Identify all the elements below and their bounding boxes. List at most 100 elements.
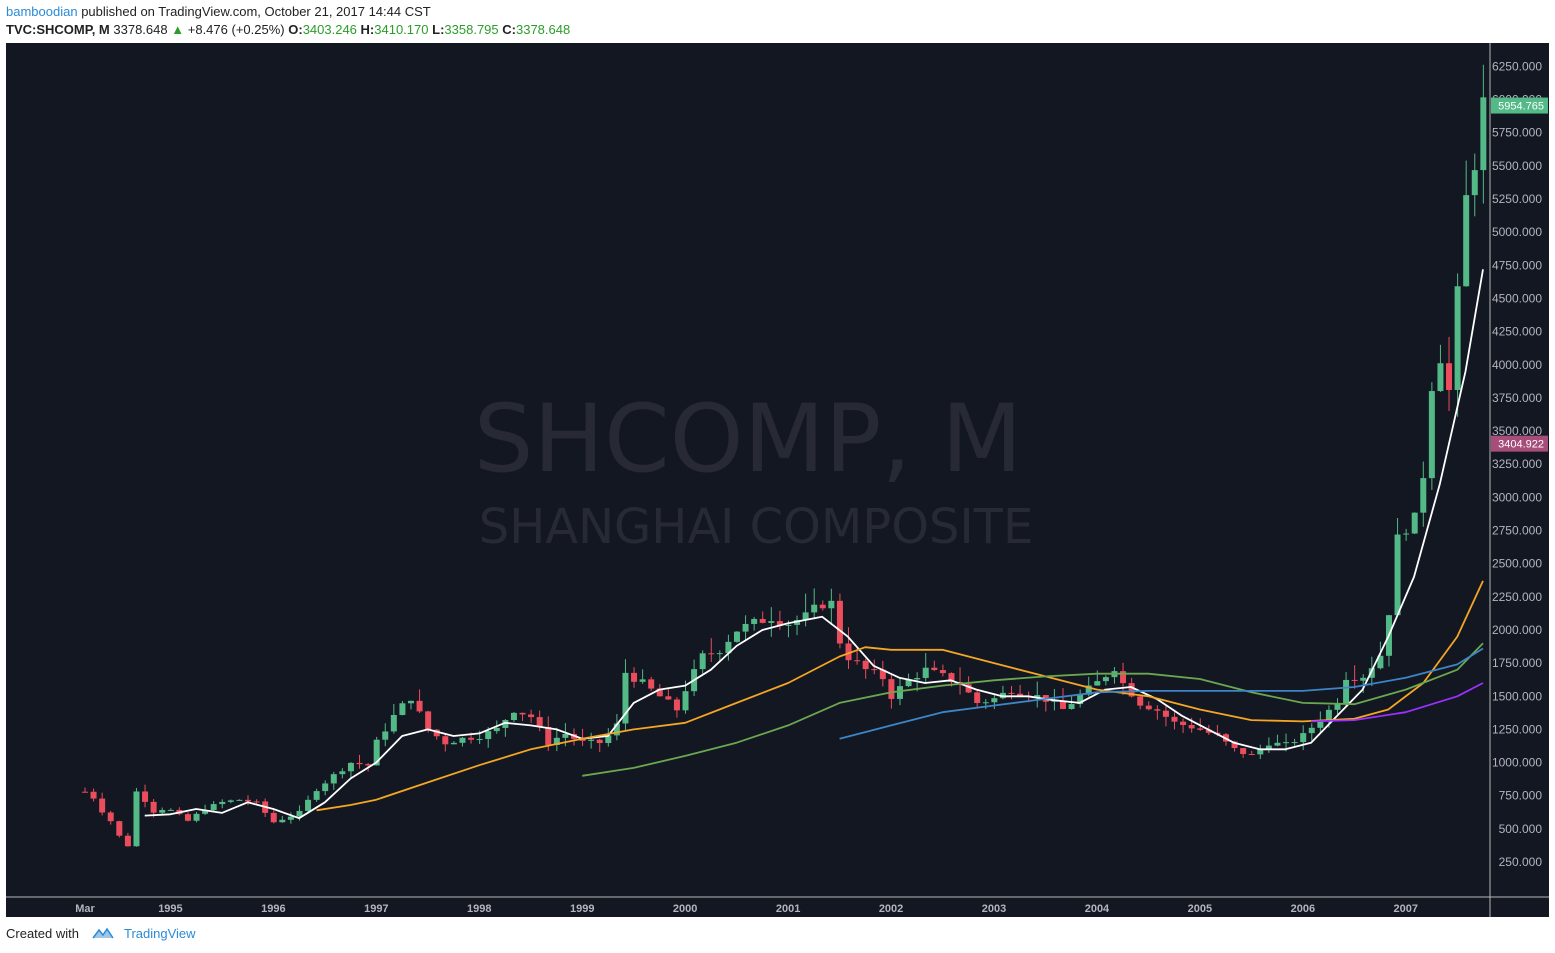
candle-body xyxy=(1274,742,1281,746)
candle-body xyxy=(287,816,294,820)
candle-body xyxy=(845,643,852,661)
candle-body xyxy=(519,712,526,715)
candle-body xyxy=(862,660,869,670)
candle-body xyxy=(922,667,929,678)
candle xyxy=(1300,725,1307,751)
candle-body xyxy=(244,799,251,802)
candle xyxy=(227,799,234,804)
y-tick-label: 4500.000 xyxy=(1492,291,1542,305)
candle xyxy=(862,658,869,679)
candle xyxy=(1034,681,1041,708)
candle-body xyxy=(819,604,826,609)
candle-body xyxy=(1343,679,1350,705)
candle-body xyxy=(562,734,569,738)
candle xyxy=(407,700,414,710)
candle-body xyxy=(193,813,200,821)
moving-average-line-3 xyxy=(839,647,1484,740)
candle-body xyxy=(124,835,131,847)
ohlc-line: TVC:SHCOMP, M 3378.648 ▲ +8.476 (+0.25%)… xyxy=(6,22,570,37)
candle-body xyxy=(785,624,792,626)
price-tag-bg xyxy=(1491,435,1548,452)
candle-body xyxy=(1420,478,1427,513)
candle xyxy=(1077,689,1084,708)
x-tick-label: 1998 xyxy=(467,903,491,915)
candle xyxy=(588,732,595,749)
candle-body xyxy=(347,762,354,772)
candle-body xyxy=(1240,748,1247,755)
x-tick-label: 1997 xyxy=(364,903,388,915)
y-tick-label: 4750.000 xyxy=(1492,258,1542,272)
price-change: +8.476 (+0.25%) xyxy=(187,22,285,37)
y-tick-label: 2250.000 xyxy=(1492,590,1542,604)
candle xyxy=(888,673,895,709)
candle-body xyxy=(1334,704,1341,710)
candle xyxy=(528,709,535,723)
candle xyxy=(519,712,526,721)
candle-body xyxy=(948,673,955,682)
candle-body xyxy=(1154,709,1161,711)
chart-area[interactable]: SHCOMP, M SHANGHAI COMPOSITE 250.000 500.… xyxy=(6,43,1549,917)
candle xyxy=(596,738,603,752)
tradingview-link[interactable]: TradingView xyxy=(124,926,196,941)
candle-body xyxy=(373,739,380,766)
candle-body xyxy=(1197,728,1204,730)
candle-body xyxy=(1411,512,1418,534)
candle xyxy=(1308,723,1315,741)
candle xyxy=(442,732,449,752)
candle-body xyxy=(133,791,140,847)
x-tick-label: 2007 xyxy=(1394,903,1418,915)
candle-body xyxy=(768,621,775,623)
candle xyxy=(373,736,380,766)
candle-body xyxy=(742,623,749,632)
candle xyxy=(1334,698,1341,715)
x-tick-label: 2004 xyxy=(1085,903,1110,915)
candle-body xyxy=(390,714,397,732)
candle-body xyxy=(1454,286,1461,390)
candle xyxy=(819,600,826,611)
candle xyxy=(776,610,783,630)
candle xyxy=(1463,160,1470,287)
candle xyxy=(99,792,106,816)
candle-body xyxy=(965,684,972,693)
candle-body xyxy=(1068,704,1075,709)
y-tick-label: 3500.000 xyxy=(1492,424,1542,438)
candle-body xyxy=(1265,745,1272,750)
candle xyxy=(339,768,346,779)
y-tick-label: 2000.000 xyxy=(1492,623,1542,637)
x-tick-label: 1999 xyxy=(570,903,594,915)
candle-body xyxy=(588,739,595,741)
candle xyxy=(244,795,251,806)
candle xyxy=(1343,672,1350,707)
candle xyxy=(1017,684,1024,697)
candle-body xyxy=(1291,742,1298,744)
x-tick-label: 2002 xyxy=(879,903,903,915)
candle xyxy=(1317,711,1324,734)
candle xyxy=(1265,737,1272,753)
y-tick-label: 5000.000 xyxy=(1492,225,1542,239)
price-chart[interactable]: SHCOMP, M SHANGHAI COMPOSITE 250.000 500.… xyxy=(6,43,1549,917)
candle xyxy=(1291,738,1298,746)
open-value: 3403.246 xyxy=(302,22,357,37)
candle-body xyxy=(1394,534,1401,616)
candle-body xyxy=(1017,693,1024,696)
candle-body xyxy=(82,791,88,793)
candle xyxy=(193,811,200,823)
candle-body xyxy=(279,819,286,823)
candle xyxy=(219,799,226,809)
close-value: 3378.648 xyxy=(515,22,571,37)
candle-body xyxy=(493,727,500,732)
time-axis[interactable] xyxy=(6,897,1490,917)
candle-body xyxy=(502,720,509,728)
candle-body xyxy=(1480,97,1487,171)
tradingview-cloud-icon[interactable] xyxy=(91,926,115,943)
symbol-label[interactable]: TVC:SHCOMP, M xyxy=(6,22,110,37)
price-axis[interactable] xyxy=(1490,43,1549,897)
candle-body xyxy=(613,723,620,736)
candle-body xyxy=(639,679,646,682)
author-link[interactable]: bamboodian xyxy=(6,4,78,19)
candle-body xyxy=(184,814,191,821)
candle-body xyxy=(227,800,234,802)
candle-body xyxy=(648,679,655,689)
candle-body xyxy=(708,653,715,655)
y-tick-label: 250.000 xyxy=(1499,855,1543,869)
